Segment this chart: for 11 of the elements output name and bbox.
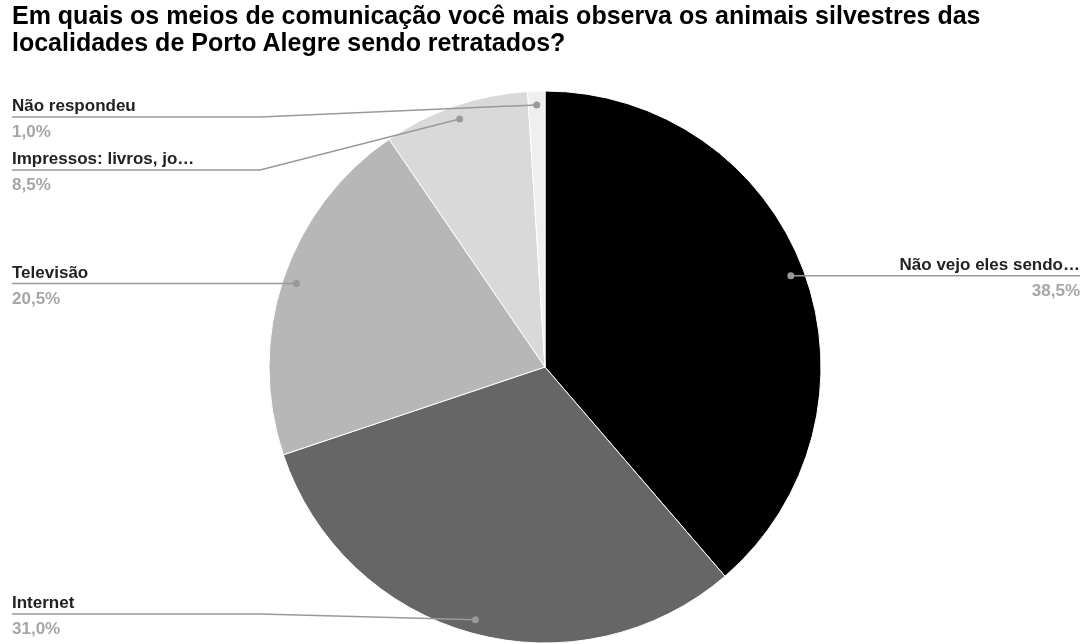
slice-label: Impressos: livros, jo… bbox=[12, 149, 195, 168]
chart-title: Em quais os meios de comunicação você mais observa os animais silvestres das localidades de Porto Alegre sendo retratados? bbox=[12, 1, 981, 56]
data-label: 38,5% bbox=[1031, 280, 1080, 300]
slice-label: Internet bbox=[12, 593, 75, 612]
slice-label: Não respondeu bbox=[12, 96, 136, 115]
slice-label: Não vejo eles sendo… bbox=[899, 254, 1080, 274]
data-label: 1,0% bbox=[12, 122, 51, 141]
data-label: 20,5% bbox=[12, 288, 61, 308]
slice-label: Televisão bbox=[12, 262, 89, 282]
data-label: 8,5% bbox=[12, 175, 51, 194]
data-label: 31,0% bbox=[12, 619, 61, 638]
